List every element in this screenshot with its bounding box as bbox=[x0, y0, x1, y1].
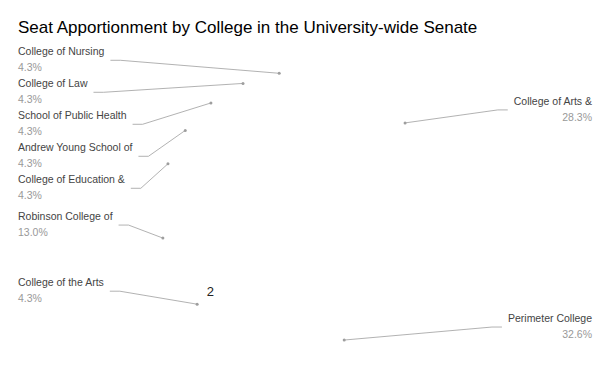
leader-lines bbox=[93, 60, 507, 341]
slice bbox=[188, 82, 298, 210]
slice bbox=[175, 210, 298, 326]
percent-label: 4.3% bbox=[18, 157, 42, 169]
leader-line bbox=[110, 60, 279, 73]
category-label: College of Nursing bbox=[18, 45, 105, 57]
category-label: College of Education & bbox=[18, 173, 125, 185]
leader-line bbox=[110, 291, 197, 304]
percent-label: 4.3% bbox=[18, 61, 42, 73]
slice bbox=[148, 179, 298, 296]
slice bbox=[151, 141, 298, 210]
leader-dot bbox=[209, 101, 212, 104]
data-label: 15 bbox=[331, 316, 345, 331]
data-label: 2 bbox=[181, 162, 188, 177]
leader-dot bbox=[242, 82, 245, 85]
chart: Seat Apportionment by College in the Uni… bbox=[0, 0, 600, 371]
leader-dot bbox=[343, 339, 346, 342]
leader-line bbox=[138, 130, 185, 156]
slice bbox=[298, 60, 448, 241]
category-label: Robinson College of bbox=[18, 210, 113, 222]
data-label: 2 bbox=[247, 92, 254, 107]
background bbox=[0, 0, 600, 371]
data-label: 6 bbox=[177, 227, 184, 242]
data-label: 2 bbox=[219, 109, 226, 124]
leader-dot bbox=[278, 72, 281, 75]
leader-dot bbox=[161, 237, 164, 240]
slice bbox=[220, 66, 298, 210]
data-label: 13 bbox=[384, 127, 398, 142]
slice bbox=[203, 210, 445, 360]
leader-line bbox=[131, 164, 168, 188]
category-label: College of Arts & bbox=[514, 95, 592, 107]
percent-label: 13.0% bbox=[18, 226, 48, 238]
category-label: College of the Arts bbox=[18, 276, 104, 288]
data-label: 2 bbox=[207, 284, 214, 299]
leader-dot bbox=[404, 121, 407, 124]
title: Seat Apportionment by College in the Uni… bbox=[18, 18, 477, 37]
percent-label: 32.6% bbox=[562, 328, 592, 340]
slices bbox=[148, 60, 448, 360]
leader-line bbox=[119, 225, 163, 238]
category-label: College of Law bbox=[18, 77, 88, 89]
leader-line bbox=[344, 327, 502, 340]
category-label: Perimeter College bbox=[508, 312, 592, 324]
percent-label: 4.3% bbox=[18, 292, 42, 304]
data-labels: 13152622222 bbox=[177, 84, 398, 331]
data-label: 2 bbox=[196, 133, 203, 148]
percent-label: 4.3% bbox=[18, 189, 42, 201]
category-label: Andrew Young School of bbox=[18, 141, 133, 153]
leader-dot bbox=[196, 303, 199, 306]
percent-label: 28.3% bbox=[562, 111, 592, 123]
data-label: 2 bbox=[278, 84, 285, 99]
category-label: School of Public Health bbox=[18, 109, 127, 121]
leader-line bbox=[133, 103, 211, 124]
percent-label: 4.3% bbox=[18, 93, 42, 105]
category-labels: College of Arts & 28.3% Perimeter College 3… bbox=[18, 45, 592, 340]
leader-dot bbox=[166, 162, 169, 165]
leader-line bbox=[405, 110, 508, 123]
leader-dot bbox=[184, 129, 187, 132]
percent-label: 4.3% bbox=[18, 125, 42, 137]
slice bbox=[258, 60, 298, 210]
slice bbox=[165, 108, 298, 210]
leader-line bbox=[93, 83, 243, 92]
